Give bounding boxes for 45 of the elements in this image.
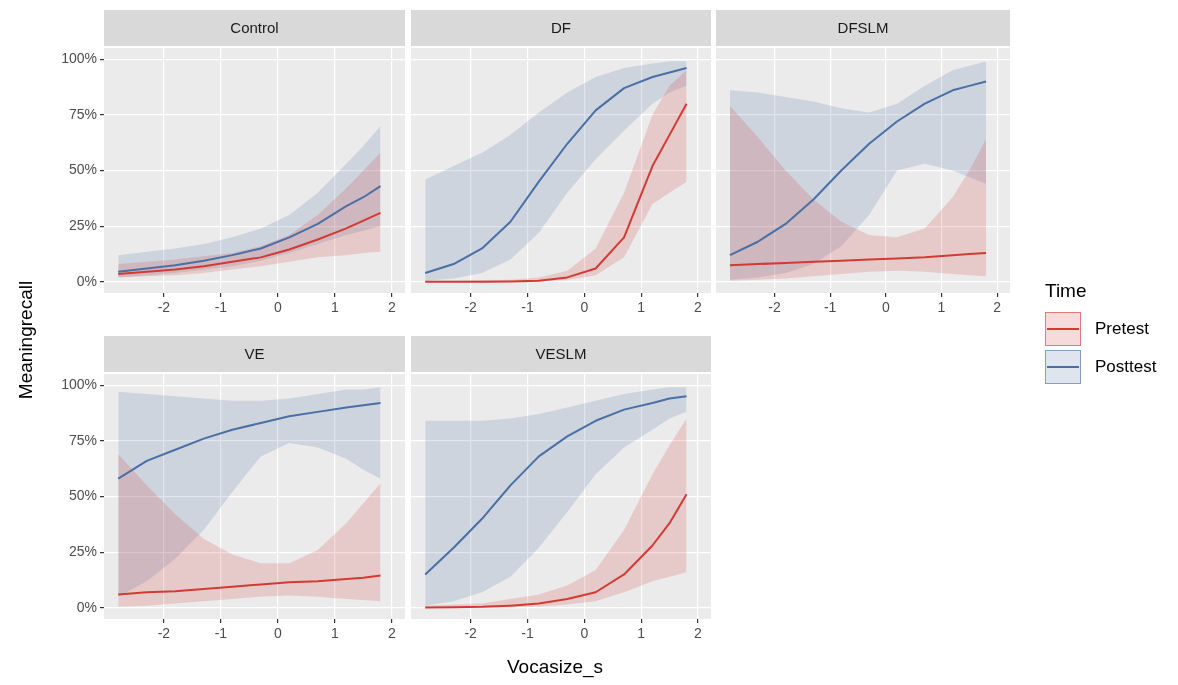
y-tick-label: 100% <box>61 376 97 392</box>
chart-title: VESLM <box>411 336 711 372</box>
x-tick-label: 1 <box>330 299 339 316</box>
x-tick-label: 2 <box>993 299 1002 316</box>
x-tick-label: -1 <box>521 299 534 316</box>
x-axis-title: Vocasize_s <box>506 656 604 678</box>
chart-title: Control <box>104 10 405 46</box>
x-tick-label: 0 <box>881 299 890 316</box>
x-tick-label: -2 <box>464 625 478 642</box>
y-tick-label: 75% <box>68 105 97 122</box>
x-tick-label: 1 <box>637 299 646 316</box>
y-tick-label: 0% <box>76 598 97 615</box>
x-tick-label: 1 <box>937 299 946 316</box>
x-tick-label: 2 <box>387 299 396 316</box>
y-axis-title: Meaningrecall <box>15 280 37 400</box>
legend-title: Time <box>1045 280 1088 302</box>
x-tick-label: 0 <box>273 625 282 642</box>
x-tick-label: -2 <box>464 299 478 316</box>
y-tick-label: 25% <box>68 217 97 234</box>
x-tick-label: 0 <box>580 299 589 316</box>
chart-title: DFSLM <box>716 10 1010 46</box>
y-tick-label: 100% <box>61 50 97 66</box>
x-tick-label: -1 <box>214 625 228 642</box>
legend-label: Pretest <box>1095 319 1149 339</box>
x-tick-label: -2 <box>157 625 171 642</box>
x-tick-label: -2 <box>157 299 171 316</box>
y-tick-label: 50% <box>68 161 97 178</box>
x-tick-label: 1 <box>330 625 339 642</box>
y-tick-label: 75% <box>68 431 97 448</box>
y-tick-label: 0% <box>76 272 97 289</box>
x-tick-label: -2 <box>768 299 781 316</box>
x-tick-label: 2 <box>694 299 703 316</box>
x-tick-label: -1 <box>214 299 228 316</box>
legend-label: Posttest <box>1095 357 1157 377</box>
x-tick-label: -1 <box>521 625 534 642</box>
x-tick-label: 2 <box>387 625 396 642</box>
chart-title: VE <box>104 336 405 372</box>
x-tick-label: -1 <box>823 299 837 316</box>
x-tick-label: 1 <box>637 625 646 642</box>
x-tick-label: 2 <box>694 625 703 642</box>
x-tick-label: 0 <box>580 625 589 642</box>
y-tick-label: 25% <box>68 543 97 560</box>
y-tick-label: 50% <box>68 487 97 504</box>
chart-title: DF <box>411 10 711 46</box>
x-tick-label: 0 <box>273 299 282 316</box>
